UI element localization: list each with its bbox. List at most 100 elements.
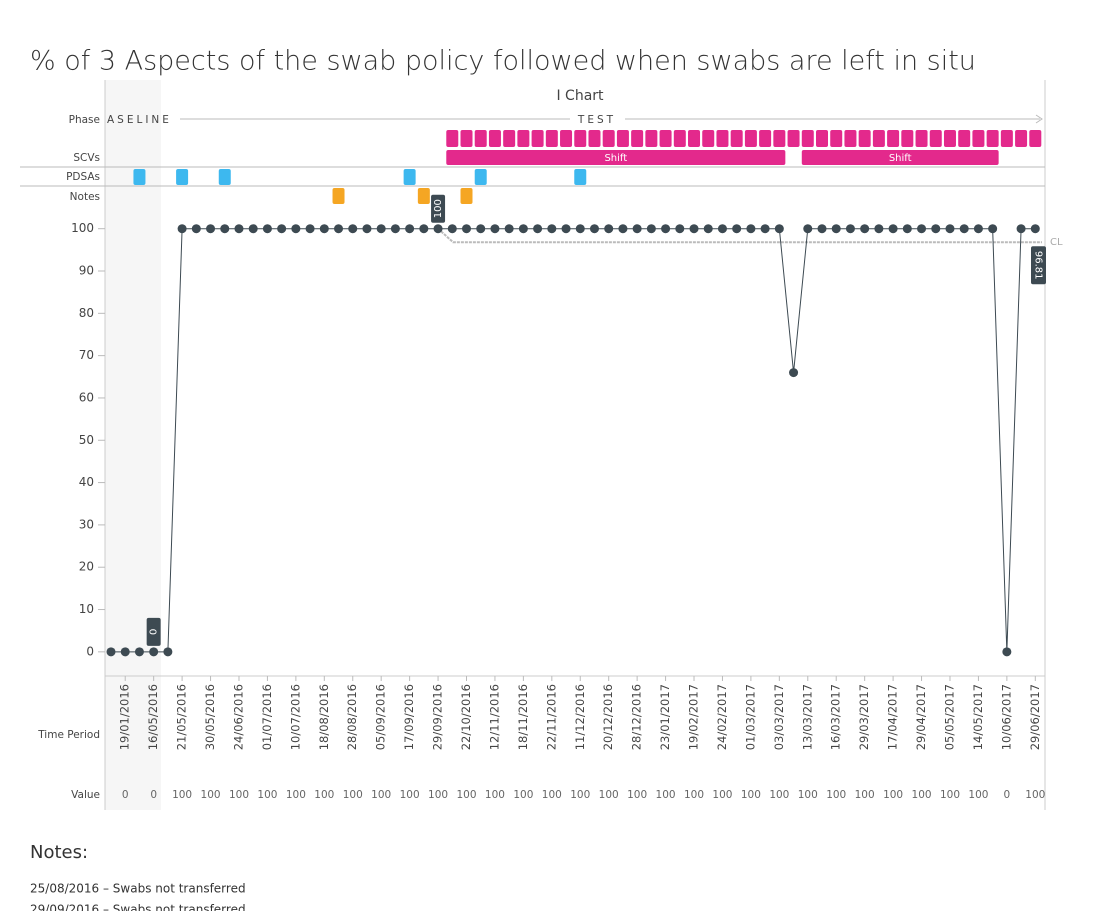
row-label: Value (71, 789, 100, 801)
data-point (817, 224, 827, 234)
data-point (732, 224, 742, 234)
scv-box (929, 130, 942, 147)
data-point (305, 224, 315, 234)
scv-box (844, 130, 857, 147)
x-tick-label: 01/07/2016 (260, 684, 274, 750)
data-point (1030, 224, 1040, 234)
scv-box (688, 130, 701, 147)
data-point (789, 368, 799, 378)
data-point (1016, 224, 1026, 234)
x-tick-label: 18/11/2016 (516, 684, 530, 750)
scv-box (631, 130, 644, 147)
scv-box (1000, 130, 1013, 147)
scv-box (460, 130, 473, 147)
data-point (661, 224, 671, 234)
data-point (504, 224, 514, 234)
note-box (460, 188, 473, 204)
x-tick-label: 03/03/2017 (772, 684, 786, 750)
value-label: 100 (599, 789, 619, 801)
x-tick-label: 18/08/2016 (317, 684, 331, 750)
data-point (106, 647, 116, 657)
scv-box (887, 130, 900, 147)
x-tick-label: 20/12/2016 (601, 684, 615, 750)
scv-box (915, 130, 928, 147)
data-point (291, 224, 301, 234)
data-point (803, 224, 813, 234)
data-point (419, 224, 429, 234)
data-point (917, 224, 927, 234)
value-label: 100 (883, 789, 903, 801)
callout-label: 100 (433, 199, 444, 218)
value-label: 100 (712, 789, 732, 801)
data-point (220, 224, 230, 234)
row-label: PDSAs (66, 171, 100, 183)
data-point (860, 224, 870, 234)
x-tick-label: 17/09/2016 (402, 684, 416, 750)
data-point (575, 224, 585, 234)
value-label: 0 (122, 789, 129, 801)
scv-box (759, 130, 772, 147)
value-label: 100 (855, 789, 875, 801)
value-label: 100 (826, 789, 846, 801)
y-tick-label: 30 (79, 517, 94, 531)
scv-box (943, 130, 956, 147)
value-label: 100 (201, 789, 221, 801)
data-point (618, 224, 628, 234)
x-tick-label: 30/05/2016 (203, 684, 217, 750)
value-label: 100 (940, 789, 960, 801)
data-point (319, 224, 329, 234)
pdsa-box (133, 169, 146, 185)
value-label: 100 (656, 789, 676, 801)
data-point (206, 224, 216, 234)
value-label: 100 (229, 789, 249, 801)
data-point (433, 224, 443, 234)
data-point (149, 647, 159, 657)
data-point (746, 224, 756, 234)
data-point (490, 224, 500, 234)
data-point (547, 224, 557, 234)
value-label: 100 (428, 789, 448, 801)
value-label: 100 (741, 789, 761, 801)
value-label: 0 (1004, 789, 1011, 801)
data-point (888, 224, 898, 234)
data-point (348, 224, 358, 234)
x-tick-label: 29/06/2017 (1028, 684, 1042, 750)
x-tick-label: 19/02/2017 (687, 684, 701, 750)
shift-label: Shift (604, 153, 627, 164)
data-point (874, 224, 884, 234)
data-point (703, 224, 713, 234)
data-point (689, 224, 699, 234)
callout-box (146, 617, 161, 646)
scv-box (901, 130, 914, 147)
scv-box (1015, 130, 1028, 147)
x-tick-label: 22/11/2016 (544, 684, 558, 750)
row-label: Phase (69, 114, 100, 126)
scv-box (560, 130, 573, 147)
y-tick-label: 50 (79, 433, 94, 447)
value-label: 100 (627, 789, 647, 801)
value-label: 100 (542, 789, 562, 801)
data-point (262, 224, 272, 234)
data-point (959, 224, 969, 234)
scv-box (816, 130, 828, 147)
scv-box (673, 130, 686, 147)
value-label: 100 (314, 789, 334, 801)
scv-box (773, 130, 786, 147)
y-tick-label: 60 (79, 390, 94, 404)
scv-box (830, 130, 843, 147)
chart-title: I Chart (556, 88, 604, 104)
x-tick-label: 16/03/2017 (829, 684, 843, 750)
x-tick-label: 05/05/2017 (942, 684, 956, 750)
x-tick-label: 28/12/2016 (630, 684, 644, 750)
scv-box (659, 130, 672, 147)
pdsa-box (218, 169, 231, 185)
value-label: 100 (485, 789, 505, 801)
x-tick-label: 10/07/2016 (288, 684, 302, 750)
row-label: SCVs (73, 152, 100, 164)
note-item: 25/08/2016 – Swabs not transferred (30, 882, 246, 896)
value-label: 100 (912, 789, 932, 801)
data-point (533, 224, 543, 234)
x-tick-label: 10/06/2017 (999, 684, 1013, 750)
data-point (234, 224, 244, 234)
data-line (111, 228, 1036, 653)
